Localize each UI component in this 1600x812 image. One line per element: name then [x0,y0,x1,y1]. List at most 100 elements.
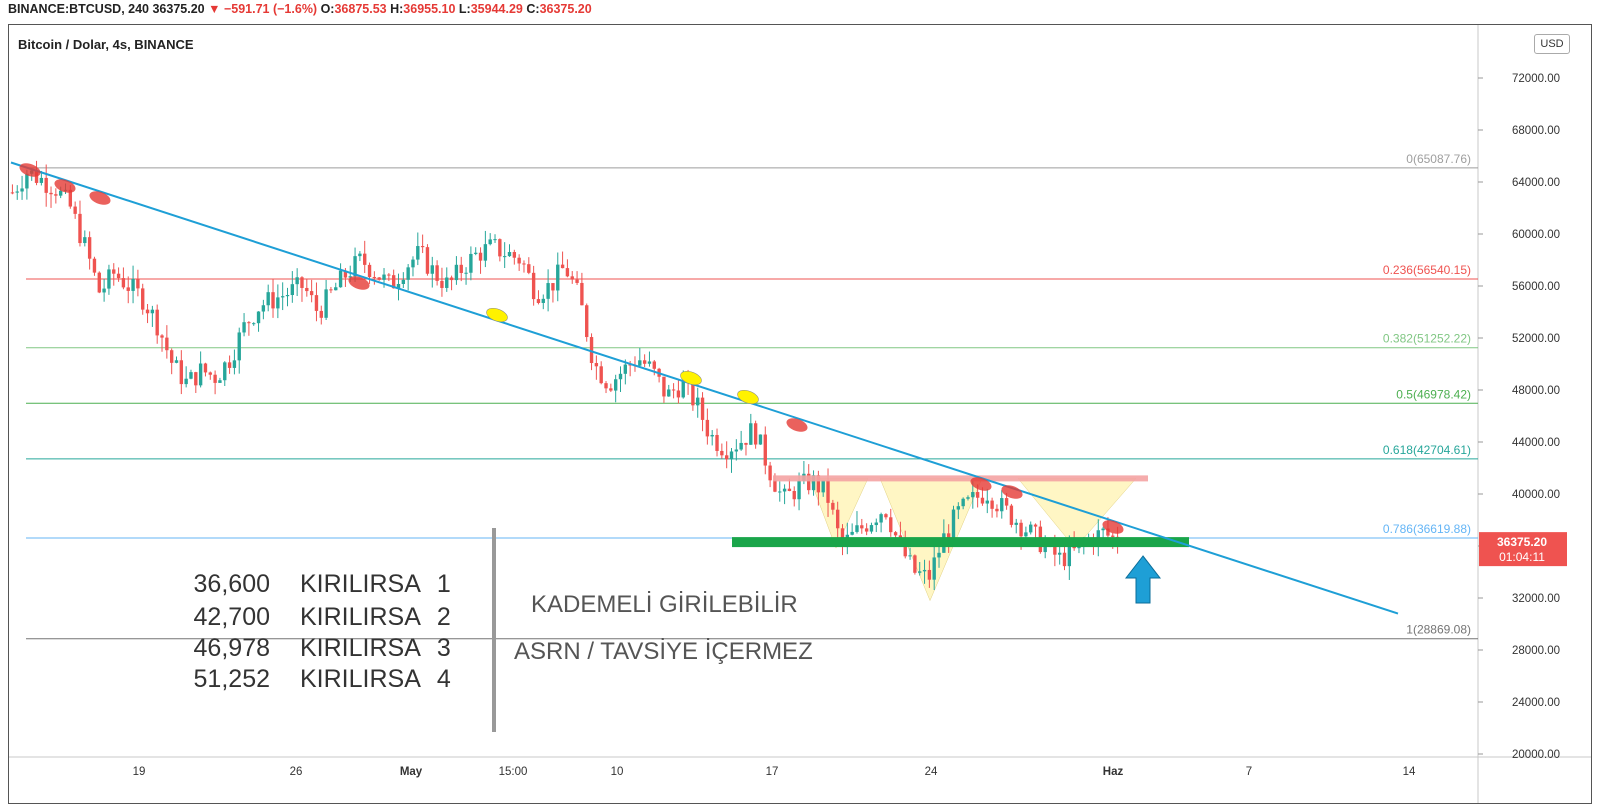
candle-body [580,282,584,306]
candle-body [150,309,155,314]
candle-body [309,291,314,296]
candle-body [667,389,671,397]
condition-word: KIRILIRSA [300,570,421,598]
candle-body [638,360,642,366]
candle-body [908,555,912,557]
current-price-badge [1479,532,1567,567]
candle-body [87,237,92,259]
support-touch-marker [680,370,702,386]
candle-body [980,497,985,504]
candle-body [20,188,24,192]
candle-body [54,194,58,196]
condition-level: 46,978 [193,634,270,662]
candle-body [430,265,434,274]
candle-body [724,455,729,460]
candle-body [946,533,951,539]
candle-body [338,270,343,288]
candle-body [826,480,830,503]
candle-body [951,509,956,539]
candle-body [488,239,492,245]
fib-level-label: 1(28869.08) [1406,623,1471,637]
candle-body [92,258,97,273]
candle-body [782,488,787,492]
candle-body [377,277,381,280]
up-arrow-icon [1124,555,1162,604]
fib-level-label: 0.786(36619.88) [1383,522,1471,536]
chart-title: Bitcoin / Dolar, 4s, BINANCE [18,37,194,52]
candle-body [807,473,811,491]
candle-body [546,283,550,299]
candle-body [884,514,888,518]
candle-body [589,337,594,364]
candle-body [1029,524,1033,533]
candle-body [121,278,126,288]
candle-body [391,275,396,289]
candle-body [758,434,763,445]
currency-button[interactable]: USD [1534,34,1570,54]
high-label: H: [390,2,404,16]
candle-body [696,397,700,406]
candle-body [662,376,666,397]
x-tick-label: 7 [1246,766,1252,778]
candle-body [73,206,77,214]
candle-body [280,296,285,298]
candle-body [145,309,150,314]
candle-body [454,264,459,281]
price-change: −591.71 (−1.6%) [223,2,318,16]
candle-body [256,311,261,324]
candle-countdown: 01:04:11 [1499,550,1545,564]
condition-word: KIRILIRSA [300,634,421,662]
candle-body [1111,535,1115,537]
candle-body [314,295,319,311]
candle-body [821,480,825,493]
candle-body [276,297,280,309]
candle-body [990,500,994,509]
candle-body [792,491,796,500]
low-value: 35944.29 [470,2,523,16]
close-label: C: [526,2,540,16]
candle-body [367,264,372,277]
candle-body [126,287,130,291]
symbol-label: BINANCE:BTCUSD, 240 [8,2,149,16]
candle-body [25,173,29,189]
condition-word: KIRILIRSA [300,665,421,693]
candle-body [15,191,19,193]
candle-body [372,276,377,278]
candle-body [285,295,290,297]
candle-body [208,372,212,375]
candle-body [227,362,232,368]
candle-body [169,350,174,363]
y-tick-label: 40000.00 [1512,489,1560,501]
candle-body [971,492,975,498]
candle-body [319,310,323,318]
candle-body [705,419,710,437]
x-tick-label: Haz [1103,766,1124,778]
candle-body [232,360,237,368]
resistance-touch-marker [89,191,111,205]
candle-body [194,372,198,386]
candle-body [531,272,536,300]
open-value: 36875.53 [334,2,387,16]
condition-level: 36,600 [193,570,270,598]
candle-body [189,372,193,379]
candle-body [387,274,391,276]
high-value: 36955.10 [403,2,456,16]
candle-body [469,253,473,273]
candle-body [10,192,15,194]
candle-body [835,509,840,529]
candle-body [329,289,333,291]
candle-body [39,177,44,183]
candle-body [536,299,541,303]
candle-body [242,322,246,333]
candle-body [604,383,608,389]
candle-body [874,522,878,526]
candle-body [985,500,989,504]
condition-number: 2 [436,603,451,631]
candle-body [1067,544,1072,567]
candle-body [1000,498,1004,512]
fib-level-label: 0.5(46978.42) [1396,387,1471,401]
condition-number: 3 [436,634,451,662]
candle-body [464,272,468,274]
candle-body [411,259,415,268]
